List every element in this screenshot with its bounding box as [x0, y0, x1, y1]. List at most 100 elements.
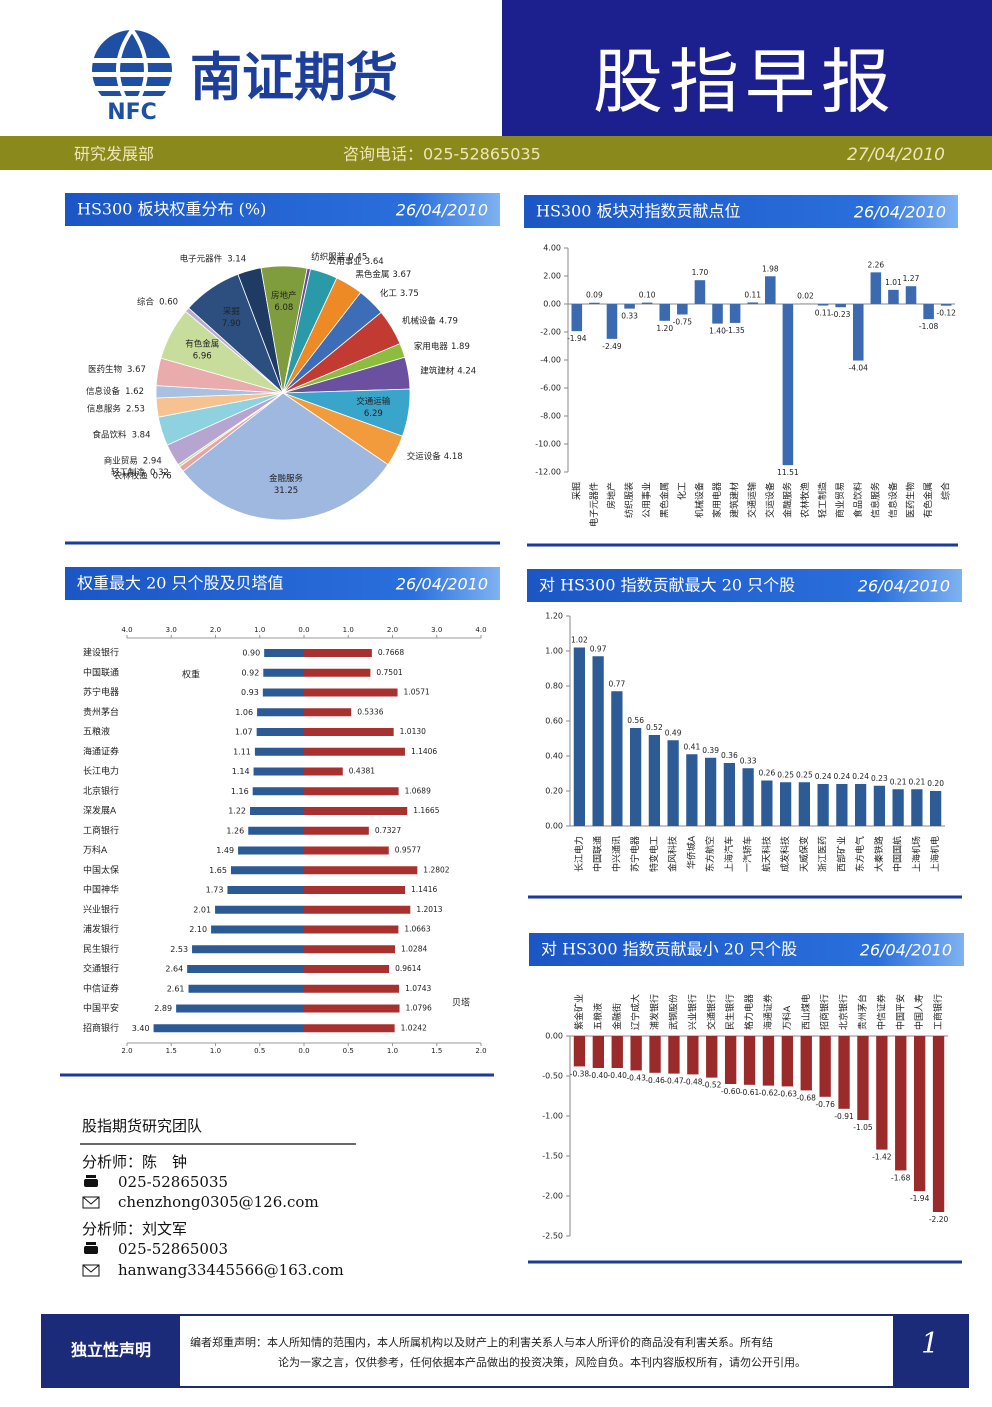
value-label: -0.60 — [721, 1087, 741, 1096]
x-tick-label: 中信证券 — [875, 994, 887, 1030]
value-label: 0.25 — [796, 770, 813, 779]
slice-label: 电子元器件 — [180, 253, 223, 264]
chart-title: HS300 板块权重分布 (%) — [77, 200, 266, 219]
y-tick-label: 0.80 — [545, 682, 563, 691]
y-tick-label: -4.00 — [540, 356, 561, 365]
footer-frame — [42, 1315, 968, 1387]
weight-bar — [250, 807, 304, 815]
value-label: -0.52 — [702, 1081, 722, 1090]
bar — [818, 304, 829, 306]
x-tick-label: 机械设备 — [693, 482, 705, 518]
x-tick-label: 天威保变 — [798, 836, 810, 872]
x2-tick-label: 2.0 — [121, 1047, 132, 1055]
value-label: -0.40 — [589, 1071, 609, 1080]
chart-title: 对 HS300 指数贡献最大 20 只个股 — [539, 576, 795, 595]
chart-date: 26/04/2010 — [860, 941, 952, 960]
slice-label: 家用电器 — [414, 341, 449, 352]
chart-date: 26/04/2010 — [858, 577, 950, 596]
beta-bar — [304, 866, 417, 874]
bar — [835, 304, 846, 307]
value-label: -0.23 — [831, 310, 851, 319]
beta-label: 1.2802 — [423, 865, 449, 874]
x2-tick-label: 1.0 — [210, 1047, 221, 1055]
value-label: -0.61 — [740, 1088, 760, 1097]
slice-value: 2.53 — [126, 405, 145, 415]
bar — [642, 303, 653, 304]
x-tick-label: 2.0 — [387, 626, 398, 634]
value-label: 0.33 — [621, 312, 638, 321]
value-label: -0.68 — [797, 1093, 817, 1102]
bar — [855, 784, 866, 826]
slice-label: 医药生物 — [88, 364, 123, 375]
x-tick-label: 食品饮料 — [852, 482, 864, 518]
department: 研究发展部 — [74, 145, 154, 164]
bar — [624, 304, 635, 309]
weight-label: 0.93 — [241, 688, 259, 697]
x2-tick-label: 1.5 — [431, 1047, 442, 1055]
bar — [941, 304, 952, 306]
x-tick-label: 浦发银行 — [649, 994, 661, 1030]
x-tick-label: 万科A — [781, 1005, 793, 1030]
bar — [593, 1036, 604, 1068]
weight-label: 1.16 — [231, 787, 249, 796]
value-label: -0.46 — [645, 1076, 665, 1085]
value-label: -0.47 — [664, 1077, 684, 1086]
beta-label: 1.0284 — [401, 944, 427, 953]
weight-bar — [264, 649, 304, 657]
value-label: -4.04 — [849, 364, 869, 373]
weight-label: 1.11 — [233, 747, 251, 756]
x2-tick-label: 1.0 — [387, 1047, 398, 1055]
value-label: 0.23 — [871, 774, 888, 783]
category-label: 贵州茅台 — [83, 706, 119, 718]
x2-tick-label: 0.5 — [343, 1047, 354, 1055]
value-label: -0.43 — [626, 1073, 646, 1082]
value-label: 1.70 — [692, 268, 709, 277]
x-tick-label: 一汽轿车 — [742, 836, 754, 872]
value-label: 2.26 — [867, 260, 884, 269]
bar — [782, 1036, 793, 1086]
chart-date: 26/04/2010 — [396, 575, 488, 594]
bar — [668, 1036, 679, 1074]
y-tick-label: 0.60 — [545, 717, 563, 726]
bar — [705, 758, 716, 826]
weight-bar — [253, 787, 304, 795]
bar — [888, 290, 899, 304]
x-tick-label: 大秦铁路 — [873, 836, 885, 872]
weight-bar — [215, 906, 304, 914]
value-label: 1.02 — [571, 636, 588, 645]
x-tick-label: 中兴通讯 — [610, 836, 622, 872]
beta-label: 1.0796 — [406, 1004, 432, 1013]
analyst-email: chenzhong0305@126.com — [118, 1193, 319, 1211]
weight-bar — [257, 708, 304, 716]
y-tick-label: -12.00 — [535, 468, 561, 477]
x-tick-label: 特变电工 — [648, 836, 660, 872]
x-tick-label: 轻工制造 — [817, 482, 829, 518]
bar — [874, 786, 885, 826]
x-tick-label: 海通证券 — [762, 994, 774, 1030]
slice-label: 商业贸易 — [104, 455, 138, 466]
slice-value: 7.90 — [222, 319, 241, 329]
x-tick-label: 中国人寿 — [913, 994, 925, 1030]
x-tick-label: 中国国航 — [892, 836, 904, 872]
slice-label: 信息服务 — [87, 404, 122, 415]
bar — [801, 1036, 812, 1090]
analyst-phone: 025-52865003 — [118, 1240, 228, 1258]
bar — [765, 276, 776, 304]
slice-label: 交运设备 — [407, 451, 442, 462]
bar — [649, 1036, 660, 1073]
weight-label: 2.10 — [189, 925, 207, 934]
beta-bar — [304, 787, 399, 795]
bar — [911, 789, 922, 826]
bar — [593, 656, 604, 826]
weight-bar — [263, 669, 304, 677]
x-tick-label: 成发科技 — [779, 836, 791, 872]
bar — [871, 272, 882, 304]
weight-label: 1.26 — [226, 826, 244, 835]
legend-label: 权重 — [182, 669, 200, 681]
beta-bar — [304, 1024, 395, 1032]
x-tick-label: 医药生物 — [905, 482, 917, 518]
slice-label: 黑色金属 — [355, 269, 389, 280]
slice-label: 房地产 — [271, 290, 297, 301]
slice-value: 31.25 — [274, 486, 298, 496]
x-tick-label: 房地产 — [605, 482, 617, 509]
